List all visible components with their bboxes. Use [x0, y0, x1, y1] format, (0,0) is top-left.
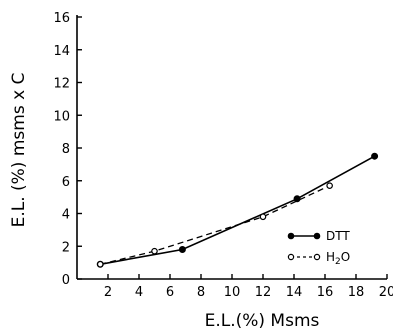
x-tick-label: 18 [348, 285, 365, 300]
series-dtt-point [371, 152, 379, 160]
y-tick-label: 12 [53, 77, 70, 92]
y-tick-label: 2 [62, 240, 70, 255]
x-tick-label: 4 [135, 285, 143, 300]
series-h2o-point [326, 182, 333, 189]
series-h2o-point [151, 247, 158, 255]
series-h2o-point [96, 260, 104, 268]
x-tick-label: 16 [317, 285, 334, 300]
legend-dtt-marker-right [313, 232, 321, 240]
y-tick-label: 0 [62, 273, 70, 288]
y-tick-label: 6 [62, 175, 70, 190]
x-tick-label: 20 [379, 285, 393, 300]
series-dtt-point [178, 246, 186, 254]
legend-dtt-label: DTT [326, 229, 350, 243]
legend-h2o-subscript: 2 [335, 257, 341, 267]
legend-h2o-label: H2O [326, 250, 350, 267]
x-tick-label: 8 [197, 285, 205, 300]
legend: DTT H2O [287, 229, 350, 267]
series-dtt-point [293, 195, 301, 203]
series-layer [96, 152, 379, 268]
series-h2o-point [259, 213, 267, 221]
legend-h2o-prefix: H [326, 250, 335, 264]
legend-h2o-marker-left [287, 253, 295, 261]
x-tick-label: 2 [104, 285, 112, 300]
y-tick-label: 16 [53, 11, 70, 26]
y-axis-title: E.L. (%) msms x C [9, 73, 29, 228]
series-dtt-line [100, 155, 375, 266]
x-axis-title: E.L.(%) Msms [205, 311, 320, 331]
y-tick-label: 4 [62, 208, 70, 223]
ticks: 0 2 4 6 8 10 12 14 16 2 4 6 8 10 12 14 16 18 20 [53, 11, 393, 300]
y-tick-label: 14 [53, 44, 70, 59]
x-tick-label: 10 [224, 285, 241, 300]
x-tick-label: 12 [255, 285, 272, 300]
x-tick-label: 6 [166, 285, 174, 300]
y-tick-label: 10 [53, 109, 70, 124]
x-tick-label: 14 [286, 285, 303, 300]
legend-h2o-marker-right [313, 253, 321, 261]
legend-h2o-suffix: O [341, 250, 350, 264]
legend-dtt-marker-left [287, 232, 295, 240]
series-h2o-line [100, 185, 330, 265]
y-tick-label: 8 [62, 142, 70, 157]
